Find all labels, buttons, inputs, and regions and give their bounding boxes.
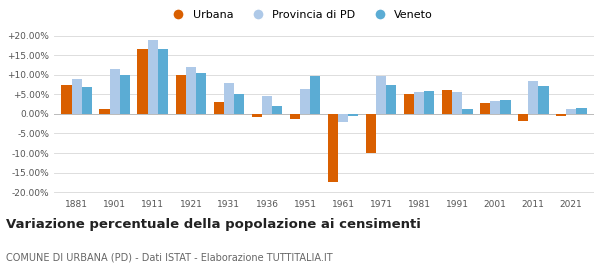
Bar xyxy=(290,114,300,119)
Bar xyxy=(480,103,490,114)
Bar xyxy=(376,76,386,114)
Bar xyxy=(148,40,158,114)
Bar xyxy=(566,109,577,114)
Bar xyxy=(528,81,538,114)
Bar xyxy=(196,73,206,114)
Text: Variazione percentuale della popolazione ai censimenti: Variazione percentuale della popolazione… xyxy=(6,218,421,231)
Bar xyxy=(158,50,168,114)
Bar xyxy=(365,114,376,153)
Bar xyxy=(110,69,120,114)
Bar xyxy=(120,75,130,114)
Bar xyxy=(71,79,82,114)
Bar xyxy=(310,76,320,114)
Bar xyxy=(386,85,397,114)
Bar xyxy=(538,86,548,114)
Bar xyxy=(490,101,500,114)
Bar xyxy=(224,83,234,114)
Bar xyxy=(414,92,424,114)
Bar xyxy=(424,91,434,114)
Bar xyxy=(404,94,414,114)
Bar xyxy=(234,94,244,114)
Bar xyxy=(186,67,196,114)
Bar xyxy=(577,108,587,114)
Bar xyxy=(338,114,348,122)
Bar xyxy=(518,114,528,121)
Bar xyxy=(137,50,148,114)
Bar xyxy=(500,100,511,114)
Bar xyxy=(82,87,92,114)
Bar xyxy=(300,88,310,114)
Bar xyxy=(452,92,462,114)
Bar xyxy=(442,90,452,114)
Bar xyxy=(348,114,358,116)
Bar xyxy=(61,85,71,114)
Text: COMUNE DI URBANA (PD) - Dati ISTAT - Elaborazione TUTTITALIA.IT: COMUNE DI URBANA (PD) - Dati ISTAT - Ela… xyxy=(6,252,332,262)
Bar xyxy=(100,109,110,114)
Bar xyxy=(272,106,283,114)
Bar xyxy=(214,102,224,114)
Bar xyxy=(328,114,338,182)
Bar xyxy=(176,75,186,114)
Legend: Urbana, Provincia di PD, Veneto: Urbana, Provincia di PD, Veneto xyxy=(163,6,437,24)
Bar xyxy=(262,96,272,114)
Bar xyxy=(462,109,473,114)
Bar xyxy=(556,114,566,116)
Bar xyxy=(251,114,262,117)
